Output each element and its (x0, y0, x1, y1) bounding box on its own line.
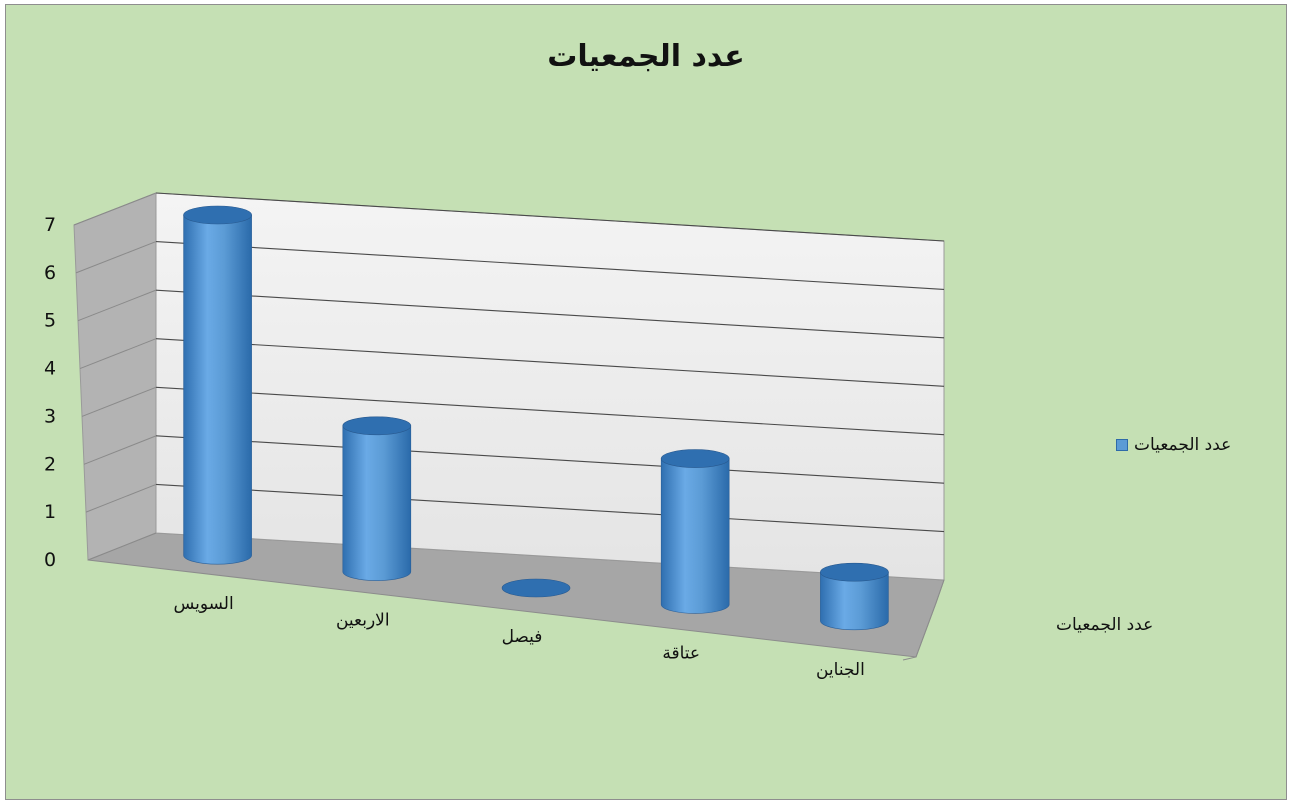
side-gridline (87, 532, 157, 561)
bar-top (820, 562, 889, 582)
side-gridline (75, 241, 157, 274)
gridline (155, 338, 945, 387)
gridlines (73, 192, 945, 561)
y-tick-label: 2 (44, 453, 56, 475)
bar-body (660, 458, 730, 614)
gridline (155, 386, 945, 436)
floor-edge (902, 579, 945, 661)
side-gridline (77, 289, 157, 322)
x-axis-ticks: السويس الاربعين فيصل عتاقة الجناين (173, 594, 864, 680)
chart-title: عدد الجمعيات (547, 39, 745, 74)
y-tick-label: 1 (44, 501, 56, 523)
bar-body (342, 425, 412, 581)
x-tick-label: السويس (173, 594, 233, 614)
bar-top (183, 205, 252, 225)
bar-top (660, 449, 730, 468)
legend-swatch (1116, 439, 1128, 451)
legend-label: عدد الجمعيات (1134, 435, 1232, 455)
bars (183, 205, 889, 631)
bar-4 (820, 562, 889, 631)
y-tick-label: 0 (44, 549, 56, 571)
side-wall (73, 192, 157, 561)
legend: عدد الجمعيات (1116, 435, 1231, 455)
side-gridline (79, 338, 157, 370)
x-tick-label: الاربعين (336, 611, 390, 631)
x-tick-label: الجناين (816, 660, 865, 680)
bar-2 (501, 578, 571, 598)
side-gridline (81, 386, 157, 417)
gridline (155, 483, 945, 533)
side-gridline (73, 192, 157, 226)
gridline (155, 241, 945, 290)
y-axis-ticks: 0 1 2 3 4 5 6 7 (44, 214, 56, 571)
bar-3 (660, 449, 730, 614)
side-gridline (85, 483, 157, 513)
y-tick-label: 4 (44, 358, 56, 380)
gridline (155, 192, 945, 242)
gridline (155, 435, 945, 484)
y-tick-label: 7 (44, 214, 56, 236)
side-gridline (83, 435, 157, 465)
y-tick-label: 6 (44, 262, 56, 284)
depth-axis-label: عدد الجمعيات (1056, 615, 1153, 635)
y-tick-label: 5 (44, 310, 56, 332)
chart-area: عدد الجمعيات 0 1 2 3 4 5 6 7 السويس الاربعين فيصل… (5, 4, 1287, 800)
bar-1 (342, 416, 412, 581)
bar-top (501, 578, 571, 598)
bar-body (820, 571, 889, 631)
y-tick-label: 3 (44, 405, 56, 427)
back-wall (155, 192, 945, 581)
bar-0 (183, 205, 252, 565)
x-tick-label: فيصل (502, 627, 543, 647)
x-tick-label: عتاقة (662, 643, 700, 663)
bar-body (183, 214, 252, 565)
gridline (155, 289, 945, 339)
bar-top (342, 416, 412, 436)
